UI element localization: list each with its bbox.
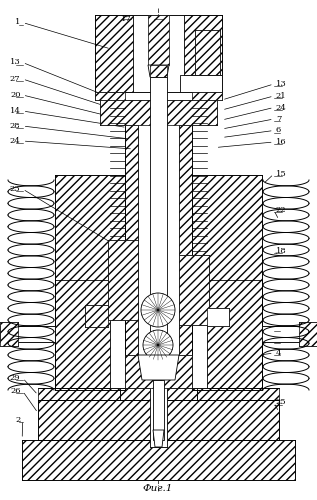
Polygon shape [153, 430, 164, 447]
Text: 24: 24 [276, 104, 287, 112]
Text: 18: 18 [276, 247, 287, 255]
Bar [85, 305, 108, 327]
Bar [299, 322, 317, 346]
Bar [22, 440, 295, 480]
Bar [153, 380, 164, 440]
Bar [179, 255, 209, 325]
Bar [192, 175, 262, 390]
Bar [125, 100, 192, 380]
Bar [38, 388, 279, 400]
Text: 2: 2 [15, 416, 21, 424]
Text: 14: 14 [10, 107, 21, 115]
Bar [195, 30, 220, 75]
Text: 21: 21 [276, 92, 287, 100]
Text: 1: 1 [15, 18, 21, 26]
Text: 17: 17 [121, 15, 132, 23]
Bar [38, 400, 279, 440]
Text: 24: 24 [10, 137, 21, 145]
Polygon shape [148, 65, 169, 77]
Bar [95, 15, 222, 92]
Text: 16: 16 [276, 138, 287, 146]
Text: 29: 29 [10, 374, 21, 382]
Bar [125, 355, 192, 388]
Bar [148, 15, 169, 65]
Text: 6: 6 [276, 126, 281, 134]
Bar [95, 92, 125, 100]
Text: 13: 13 [10, 58, 21, 66]
Text: 20: 20 [10, 91, 21, 99]
Bar [110, 280, 207, 388]
Bar [150, 77, 167, 447]
Bar [180, 75, 222, 92]
Bar [55, 175, 125, 390]
Text: 4: 4 [276, 349, 281, 357]
Text: 19: 19 [153, 15, 164, 23]
Circle shape [141, 293, 175, 327]
Text: Фиг.1: Фиг.1 [143, 484, 173, 493]
Text: 27: 27 [10, 75, 21, 83]
Text: 15: 15 [276, 170, 287, 178]
Text: 25: 25 [276, 398, 287, 406]
Bar [120, 370, 197, 400]
Text: 5: 5 [276, 337, 281, 345]
Text: 7: 7 [276, 115, 281, 123]
Circle shape [143, 330, 173, 360]
Bar [207, 308, 229, 326]
Text: 23: 23 [10, 185, 21, 193]
Bar [150, 65, 167, 77]
Text: 22: 22 [276, 206, 286, 214]
Bar [100, 100, 217, 125]
Text: 13: 13 [276, 80, 287, 88]
Polygon shape [138, 355, 179, 380]
Bar [108, 240, 138, 320]
Text: 28: 28 [10, 122, 21, 130]
Bar [0, 326, 55, 342]
Bar [55, 280, 262, 388]
Bar [262, 326, 317, 342]
Text: 3: 3 [276, 325, 281, 333]
Text: 26: 26 [10, 387, 21, 395]
Bar [0, 322, 18, 346]
Bar [138, 100, 179, 380]
Bar [192, 92, 222, 100]
Bar [133, 15, 184, 92]
